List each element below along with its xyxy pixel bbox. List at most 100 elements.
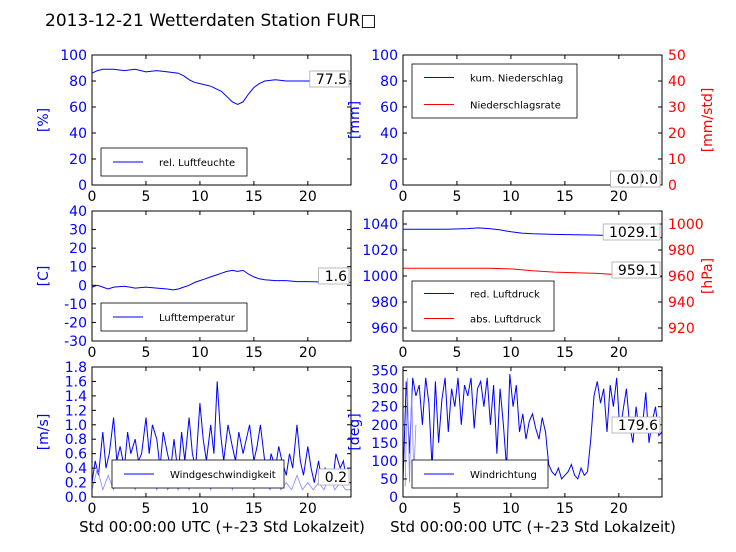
y-tick-label: 0 bbox=[78, 278, 87, 294]
x-tick-label: 15 bbox=[245, 501, 263, 517]
x-tick-label: 0 bbox=[399, 501, 408, 517]
legend-label: Lufttemperatur bbox=[159, 313, 236, 324]
y-tick-label: 0 bbox=[389, 178, 398, 194]
x-tick-label: 5 bbox=[452, 345, 461, 361]
x-tick-label: 20 bbox=[610, 189, 628, 205]
plot-frame bbox=[402, 366, 663, 498]
y-tick-label: 40 bbox=[69, 204, 87, 220]
series-line-1 bbox=[402, 374, 663, 483]
x-tick-label: 20 bbox=[299, 345, 317, 361]
x-tick-label: 5 bbox=[452, 189, 461, 205]
y-tick-label: 20 bbox=[380, 152, 398, 168]
y-tick-label: -10 bbox=[64, 297, 87, 313]
plot-frame bbox=[91, 210, 352, 342]
y-tick-label: 80 bbox=[69, 74, 87, 90]
value-annotation-box bbox=[318, 468, 350, 486]
legend-box bbox=[411, 63, 578, 119]
y-tick-label: 250 bbox=[371, 400, 398, 416]
plot-frame bbox=[91, 366, 352, 498]
y-tick-label: 0.2 bbox=[65, 476, 87, 492]
y2-tick-label: 960 bbox=[668, 269, 695, 285]
value-annotation: 0.0 bbox=[617, 172, 639, 188]
value-annotation: 179.6 bbox=[618, 418, 658, 434]
y-tick-label: 0.6 bbox=[65, 447, 87, 463]
y-tick-label: 40 bbox=[69, 126, 87, 142]
legend-label: abs. Luftdruck bbox=[470, 315, 541, 326]
x-tick-label: 0 bbox=[399, 189, 408, 205]
x-tick-label: 5 bbox=[141, 189, 150, 205]
y-tick-label: 20 bbox=[69, 241, 87, 257]
y-axis-label: [m/s] bbox=[36, 414, 52, 451]
y-tick-label: -20 bbox=[64, 315, 87, 331]
value-annotation: 1029.1 bbox=[609, 225, 658, 241]
legend-label: Niederschlagsrate bbox=[470, 101, 561, 112]
x-tick-label: 0 bbox=[88, 189, 97, 205]
y-tick-label: -30 bbox=[64, 334, 87, 350]
y-tick-label: 100 bbox=[371, 48, 398, 64]
panel-windspeed: 0 5 10 15 200.00.20.40.60.81.01.21.41.61.8[m… bbox=[36, 360, 352, 517]
y-tick-label: 960 bbox=[371, 321, 398, 337]
panel-humidity: 0 5 10 15 20 0 20 40 60 80 100 [%] rel. Luftfeuchte 7… bbox=[36, 48, 352, 205]
panel-winddirection: 0 5 10 15 20050100150200250300350[deg]Windri… bbox=[347, 364, 663, 517]
y-tick-label: 150 bbox=[371, 436, 398, 452]
y-tick-label: 350 bbox=[371, 364, 398, 380]
y2-tick-label: 40 bbox=[668, 74, 686, 90]
y2-tick-label: 30 bbox=[668, 100, 686, 116]
x-tick-label: 15 bbox=[556, 501, 574, 517]
y2-tick-label: 0 bbox=[668, 178, 677, 194]
x-tick-label: 5 bbox=[452, 501, 461, 517]
y-axis-label: [deg] bbox=[347, 413, 363, 450]
y-tick-label: 20 bbox=[69, 152, 87, 168]
value-annotation-box bbox=[318, 267, 350, 285]
value-annotation-box bbox=[611, 416, 661, 434]
y-tick-label: 0 bbox=[389, 490, 398, 506]
y-tick-label: 1.0 bbox=[65, 418, 87, 434]
x-tick-label: 10 bbox=[502, 189, 520, 205]
y2-tick-label: 920 bbox=[668, 321, 695, 337]
y-tick-label: 60 bbox=[69, 100, 87, 116]
y-tick-label: 0.4 bbox=[65, 461, 87, 477]
y-tick-label: 200 bbox=[371, 418, 398, 434]
x-tick-label: 15 bbox=[556, 189, 574, 205]
y-axis-label: [C] bbox=[36, 266, 52, 287]
value-annotation-box bbox=[602, 223, 661, 241]
y-tick-label: 300 bbox=[371, 382, 398, 398]
y-tick-label: 50 bbox=[380, 472, 398, 488]
y-tick-label: 980 bbox=[371, 295, 398, 311]
series-line-1 bbox=[91, 269, 351, 291]
y-tick-label: 1040 bbox=[362, 217, 398, 233]
value-annotation-box bbox=[610, 170, 642, 188]
x-tick-label: 20 bbox=[610, 345, 628, 361]
x-axis-label-left: Std 00:00:00 UTC (+-23 Std Lokalzeit) bbox=[79, 518, 365, 536]
plot-frame bbox=[91, 54, 352, 186]
y-tick-label: 60 bbox=[380, 100, 398, 116]
value-annotation: 959.1 bbox=[618, 263, 658, 279]
y2-axis-label: [hPa] bbox=[700, 258, 716, 294]
x-tick-label: 20 bbox=[299, 501, 317, 517]
x-tick-label: 0 bbox=[399, 345, 408, 361]
y-tick-label: 1.4 bbox=[65, 389, 87, 405]
legend-box bbox=[411, 280, 555, 332]
legend-label: red. Luftdruck bbox=[470, 290, 540, 301]
y-tick-label: 80 bbox=[380, 74, 398, 90]
y2-tick-label: 20 bbox=[668, 126, 686, 142]
y-tick-label: 1020 bbox=[362, 243, 398, 259]
x-tick-label: 0 bbox=[88, 501, 97, 517]
y-tick-label: 40 bbox=[380, 126, 398, 142]
y-tick-label: 1.2 bbox=[65, 403, 87, 419]
y-axis-label: [mm] bbox=[347, 101, 363, 139]
x-tick-label: 10 bbox=[502, 501, 520, 517]
y2-tick-label: 10 bbox=[668, 152, 686, 168]
y-tick-label: 100 bbox=[60, 48, 87, 64]
y2-tick-label: 50 bbox=[668, 48, 686, 64]
x-tick-label: 10 bbox=[191, 189, 209, 205]
panel-temperature: 0 5 10 15 20 -30 -20 -10 0 10 20 30 40 [C] Lufttempera… bbox=[36, 204, 352, 361]
panel-pressure: 0 5 10 15 20 960 980 1000 1020 1040 920 940 960 980 10… bbox=[362, 210, 716, 361]
y-tick-label: 0.0 bbox=[65, 490, 87, 506]
x-tick-label: 20 bbox=[299, 189, 317, 205]
x-tick-label: 5 bbox=[141, 501, 150, 517]
y-tick-label: 10 bbox=[69, 260, 87, 276]
x-tick-label: 10 bbox=[191, 501, 209, 517]
legend-label: rel. Luftfeuchte bbox=[159, 158, 235, 169]
